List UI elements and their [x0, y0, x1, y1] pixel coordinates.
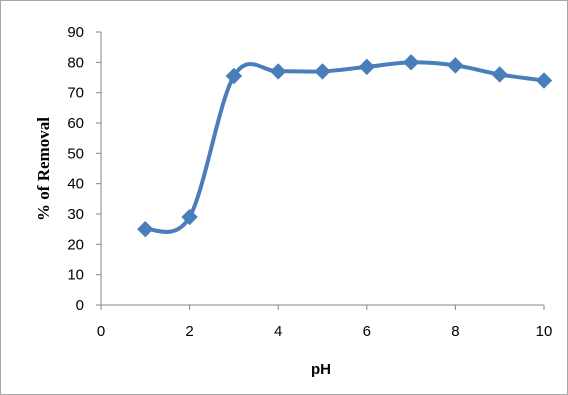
x-axis: 0 2 4 6 8 10	[97, 304, 553, 340]
x-tick-label: 6	[363, 323, 371, 340]
y-axis-title: % of Removal	[34, 117, 53, 221]
y-axis: 0 10 20 30 40 50 60 70 80 90	[67, 24, 102, 314]
data-point-marker	[137, 220, 154, 238]
x-tick-label: 0	[97, 323, 105, 340]
y-tick-label: 0	[76, 297, 84, 314]
data-point-marker	[181, 208, 198, 226]
y-tick-label: 10	[67, 267, 84, 284]
x-tick-label: 4	[274, 323, 282, 340]
data-point-marker	[447, 57, 464, 74]
y-tick-label: 90	[67, 24, 84, 41]
data-point-marker	[402, 54, 420, 71]
x-axis-title: pH	[311, 361, 331, 378]
x-tick-label: 2	[185, 323, 193, 340]
data-point-marker	[225, 67, 243, 85]
series-line	[143, 60, 546, 234]
y-tick-label: 60	[67, 115, 84, 132]
x-tick-label: 8	[451, 323, 459, 340]
y-tick-label: 20	[67, 236, 84, 253]
y-tick-label: 40	[67, 176, 84, 193]
data-point-marker	[491, 66, 508, 83]
data-point-marker	[358, 58, 376, 76]
plot-area	[137, 54, 553, 238]
data-point-marker	[535, 72, 553, 89]
data-point-marker	[314, 63, 331, 80]
y-tick-label: 70	[67, 85, 84, 102]
y-tick-label: 30	[67, 206, 84, 223]
data-point-marker	[269, 63, 287, 80]
y-tick-label: 50	[67, 145, 84, 162]
x-tick-label: 10	[536, 323, 553, 340]
y-tick-label: 80	[67, 54, 84, 71]
